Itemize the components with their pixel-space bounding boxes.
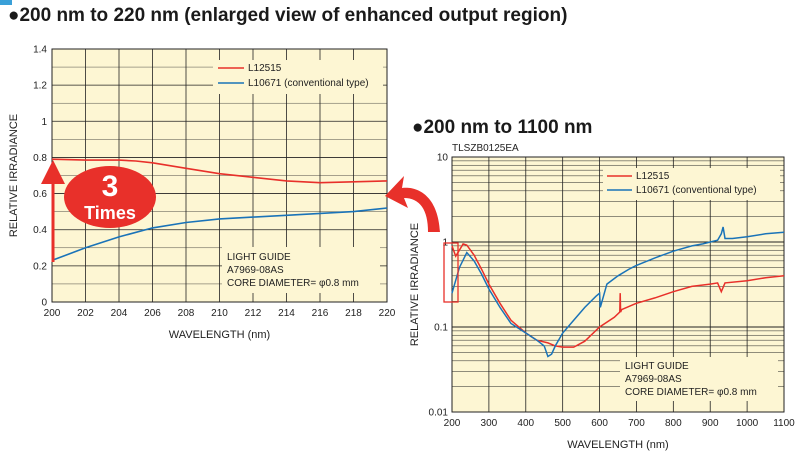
chart-2-legend-label: L12515: [636, 171, 670, 182]
chart-2-x-tick-label: 1100: [773, 418, 795, 429]
chart-1-y-tick-label: 0.4: [33, 225, 47, 236]
chart-2-y-tick-label: 10: [437, 153, 449, 164]
chart-1-x-axis-label: WAVELENGTH (nm): [169, 329, 270, 341]
chart-2-y-tick-label: 0.01: [429, 408, 449, 419]
chart-1-badge: [64, 166, 156, 228]
chart-2-note-line: CORE DIAMETER= φ0.8 mm: [625, 387, 757, 398]
chart-1-x-tick-label: 218: [345, 308, 362, 319]
chart-2-note-bg: [620, 357, 778, 401]
chart-1-series-l10671: [51, 207, 388, 262]
chart-2-title: ●200 nm to 1100 nm: [412, 117, 593, 138]
chart-2-x-tick-label: 800: [665, 418, 682, 429]
chart-1-x-tick-label: 212: [245, 308, 262, 319]
chart-2-x-tick-label: 1000: [736, 418, 759, 429]
chart-1-x-tick-label: 204: [111, 308, 128, 319]
chart-1-y-tick-label: 0: [41, 298, 47, 309]
chart-1-note-bg: [222, 247, 380, 293]
chart-1-y-axis-label: RELATIVE IRRADIANCE: [8, 114, 20, 237]
chart-2-note-line: LIGHT GUIDE: [625, 361, 689, 372]
chart-2-note-line: A7969-08AS: [625, 374, 682, 385]
chart-2-series-l12515: [451, 243, 785, 348]
chart-1-title: ●200 nm to 220 nm (enlarged view of enha…: [8, 5, 568, 26]
chart-2-y-tick-label: 0.1: [434, 323, 448, 334]
chart-2-x-tick-label: 700: [628, 418, 645, 429]
chart-1-note-line: CORE DIAMETER= φ0.8 mm: [227, 278, 359, 289]
chart-2-x-tick-label: 400: [517, 418, 534, 429]
chart-1-x-tick-label: 200: [44, 308, 61, 319]
chart-1-x-tick-label: 206: [144, 308, 161, 319]
chart-2-x-tick-label: 900: [702, 418, 719, 429]
chart-2-x-tick-label: 200: [444, 418, 461, 429]
corner-marker: [0, 0, 12, 5]
chart-1-y-tick-label: 1: [41, 117, 47, 128]
chart-1-x-tick-label: 202: [77, 308, 94, 319]
chart-2-legend-label: L10671 (conventional type): [636, 185, 757, 196]
chart-2-frame: [451, 156, 785, 413]
chart-1-legend-label: L10671 (conventional type): [248, 78, 369, 89]
chart-2-x-axis-label: WAVELENGTH (nm): [567, 439, 668, 451]
figure-code: TLSZB0125EA: [452, 143, 519, 154]
chart-2-x-tick-label: 600: [591, 418, 608, 429]
chart-2-legend-bg: [603, 168, 780, 200]
chart-2-y-axis-label: RELATIVE IRRADIANCE: [409, 223, 421, 346]
chart-1-note-line: A7969-08AS: [227, 265, 284, 276]
chart-2-zoom-region-box: [443, 242, 459, 303]
chart-1-y-tick-label: 1.2: [33, 81, 47, 92]
zoom-link-arrow: [385, 176, 440, 232]
chart-2-series-l10671: [451, 226, 785, 358]
chart-1-x-tick-label: 214: [278, 308, 295, 319]
chart-1-legend-bg: [213, 60, 383, 94]
chart-1-y-tick-label: 0.6: [33, 189, 47, 200]
chart-1-badge-text: Times: [84, 203, 136, 223]
chart-1-x-tick-label: 208: [178, 308, 195, 319]
chart-1-badge-number: 3: [102, 170, 119, 203]
chart-2-x-tick-label: 300: [481, 418, 498, 429]
chart-1-note-line: LIGHT GUIDE: [227, 252, 291, 263]
chart-1-x-tick-label: 220: [379, 308, 396, 319]
chart-1-legend-label: L12515: [248, 63, 282, 74]
chart-1-x-tick-label: 210: [211, 308, 228, 319]
chart-2-x-tick-label: 500: [554, 418, 571, 429]
chart-1-series-l12515: [51, 158, 388, 184]
chart-1-x-tick-label: 216: [312, 308, 329, 319]
chart-1-y-tick-label: 0.2: [33, 261, 47, 272]
chart-1-y-tick-label: 0.8: [33, 153, 47, 164]
chart-1-y-tick-label: 1.4: [33, 45, 47, 56]
